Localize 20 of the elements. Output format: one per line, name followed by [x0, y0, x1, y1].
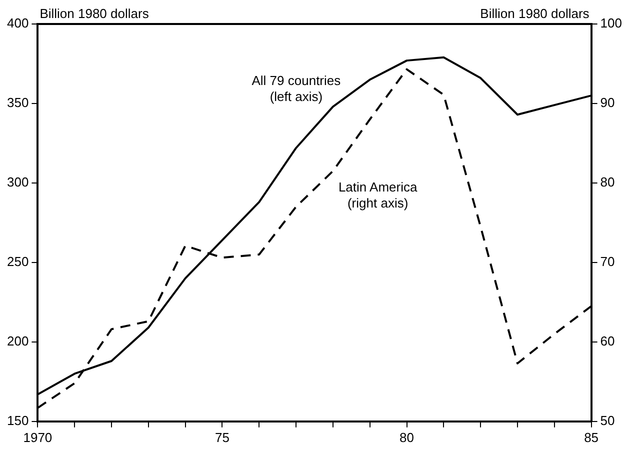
- y2-tick-label: 80: [600, 174, 615, 190]
- y2-tick-label: 50: [600, 412, 615, 428]
- y2-tick-label: 90: [600, 95, 615, 110]
- x-tick-label: 75: [214, 430, 230, 445]
- y2-tick-label: 70: [600, 254, 615, 270]
- y-tick-label: 200: [6, 334, 29, 348]
- x-tick-label: 80: [400, 430, 414, 445]
- y-tick-label: 400: [6, 16, 29, 31]
- y2-axis-title: Billion 1980 dollars: [480, 6, 590, 22]
- x-tick-label: 1970: [23, 430, 52, 445]
- y-axis-title: Billion 1980 dollars: [40, 6, 150, 22]
- x-tick-label: 85: [584, 430, 599, 445]
- y-tick-label: 300: [6, 174, 29, 190]
- y-tick-label: 350: [6, 95, 29, 110]
- y2-tick-label: 100: [600, 16, 622, 31]
- y-tick-label: 250: [6, 254, 29, 270]
- series-label: All 79 countries (left axis): [252, 72, 342, 104]
- y-tick-label: 150: [6, 412, 29, 428]
- y2-tick-label: 60: [600, 334, 615, 348]
- series-label: Latin America (right axis): [338, 179, 418, 210]
